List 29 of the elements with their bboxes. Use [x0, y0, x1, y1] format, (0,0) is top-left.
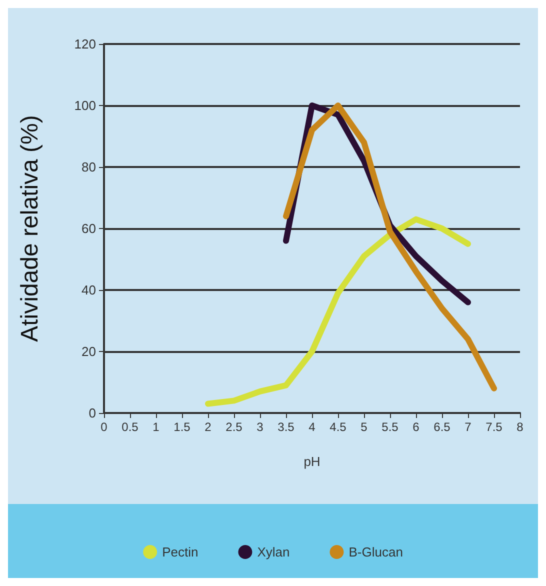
x-tick-label: 5.5 — [382, 420, 399, 434]
x-tick-label: 8 — [516, 420, 524, 434]
x-axis-title: pH — [304, 454, 320, 469]
x-tick-label: 0.5 — [122, 420, 139, 434]
y-tick-label: 120 — [74, 36, 96, 52]
x-tick-label: 3 — [256, 420, 264, 434]
legend-label: B-Glucan — [348, 544, 403, 560]
x-tick-label: 4.5 — [330, 420, 347, 434]
x-tick-label: 7 — [464, 420, 472, 434]
x-tick-label: 2 — [204, 420, 212, 434]
y-tick-label: 80 — [82, 160, 96, 174]
y-tick-label: 60 — [82, 221, 96, 236]
legend-label: Pectin — [162, 544, 198, 560]
y-tick-label: 100 — [74, 98, 96, 113]
legend-label: Xylan — [257, 544, 290, 560]
x-tick-label: 1.5 — [174, 420, 191, 434]
y-tick-label: 40 — [82, 282, 96, 298]
x-tick-label: 4 — [308, 420, 316, 434]
y-tick-label: 0 — [88, 406, 96, 420]
x-tick-label: 2.5 — [226, 420, 243, 434]
x-tick-label: 6 — [412, 420, 420, 434]
x-tick-label: 7.5 — [486, 420, 503, 434]
x-tick-label: 3.5 — [278, 420, 295, 434]
x-tick-label: 6.5 — [434, 420, 451, 434]
x-tick-label: 1 — [152, 420, 160, 434]
x-tick-label: 5 — [360, 420, 368, 434]
x-tick-label: 0 — [100, 420, 108, 434]
y-axis-title: Atividade relativa (%) — [16, 115, 44, 342]
y-tick-label: 20 — [82, 344, 96, 359]
